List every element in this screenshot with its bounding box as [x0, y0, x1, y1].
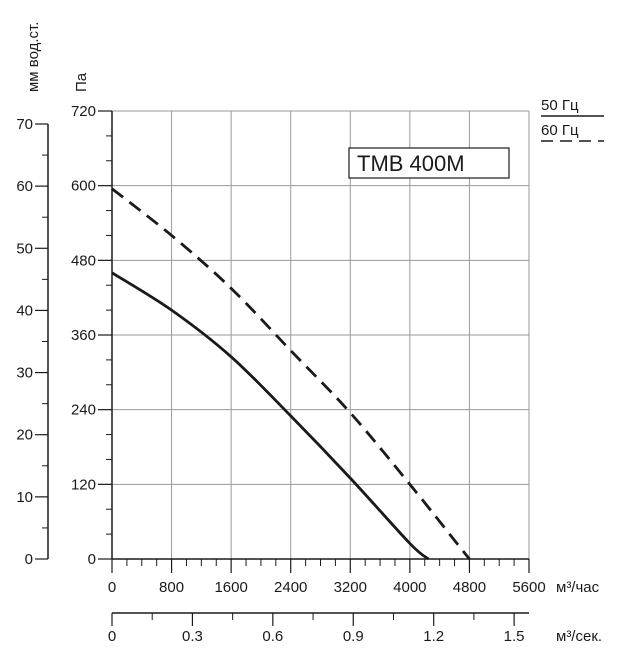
x-tick-label: 4800 [453, 579, 486, 596]
x-tick-label: 800 [159, 579, 184, 596]
pa-tick-label: 360 [71, 327, 96, 344]
x-tick-label: 4000 [393, 579, 426, 596]
pa-tick-label: 240 [71, 402, 96, 419]
x-tick-label: 2400 [274, 579, 307, 596]
tick-marks [35, 110, 530, 626]
x-tick-label: 5600 [512, 579, 545, 596]
curve-50hz [111, 271, 430, 561]
grid-lines [111, 110, 530, 560]
mm-tick-label: 50 [16, 240, 33, 257]
x-axis-title-sec: м³/сек. [556, 628, 602, 645]
x2-tick-label: 0.3 [182, 628, 203, 645]
model-box: TMB 400M [348, 147, 510, 179]
pa-tick-label: 120 [71, 476, 96, 493]
x-tick-label: 1600 [214, 579, 247, 596]
mm-tick-label: 40 [16, 302, 33, 319]
x-tick-label: 3200 [334, 579, 367, 596]
tick-labels: 0 120 240 360 480 600 720 0 10 20 30 40 50 60 70 0 800 16… [16, 103, 545, 645]
x2-tick-label: 0 [108, 628, 116, 645]
pa-tick-label: 480 [71, 252, 96, 269]
mm-tick-label: 10 [16, 489, 33, 506]
legend-label-50hz: 50 Гц [541, 97, 579, 114]
pa-tick-label: 0 [88, 551, 96, 568]
mm-tick-label: 60 [16, 178, 33, 195]
x-axis-title-hour: м³/час [556, 579, 600, 596]
mm-tick-label: 30 [16, 365, 33, 382]
pa-tick-label: 720 [71, 103, 96, 120]
mm-tick-label: 70 [16, 116, 33, 133]
x2-tick-label: 0.6 [262, 628, 283, 645]
mm-tick-label: 20 [16, 427, 33, 444]
x2-tick-label: 1.2 [423, 628, 444, 645]
legend: 50 Гц 60 Гц [541, 97, 604, 142]
model-title: TMB 400M [357, 151, 465, 176]
y-axis-title-mm: мм вод.ст. [25, 22, 42, 92]
x2-tick-label: 1.5 [504, 628, 525, 645]
pa-tick-label: 600 [71, 178, 96, 195]
performance-curves [111, 187, 471, 561]
legend-label-60hz: 60 Гц [541, 122, 579, 139]
x2-tick-label: 0.9 [343, 628, 364, 645]
y-axis-title-pa: Па [73, 72, 90, 92]
chart-axes [47, 111, 529, 614]
x-tick-label: 0 [108, 579, 116, 596]
mm-tick-label: 0 [25, 551, 33, 568]
